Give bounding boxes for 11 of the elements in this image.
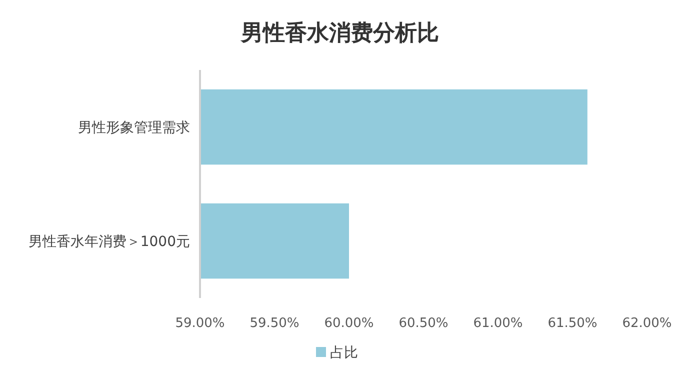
x-tick-label: 60.00%: [324, 316, 374, 331]
legend-label: 占比: [330, 345, 358, 361]
x-tick-label: 59.50%: [250, 316, 300, 331]
x-tick-label: 61.00%: [473, 316, 523, 331]
x-tick-label: 60.50%: [398, 316, 448, 331]
x-tick-label: 59.00%: [175, 316, 225, 331]
y-tick-label: 男性香水年消费＞1000元: [28, 234, 190, 250]
x-tick-label: 61.50%: [548, 316, 598, 331]
x-tick-label: 62.00%: [622, 316, 672, 331]
y-tick-label: 男性形象管理需求: [78, 120, 190, 136]
chart-title: 男性香水消费分析比: [240, 20, 439, 46]
